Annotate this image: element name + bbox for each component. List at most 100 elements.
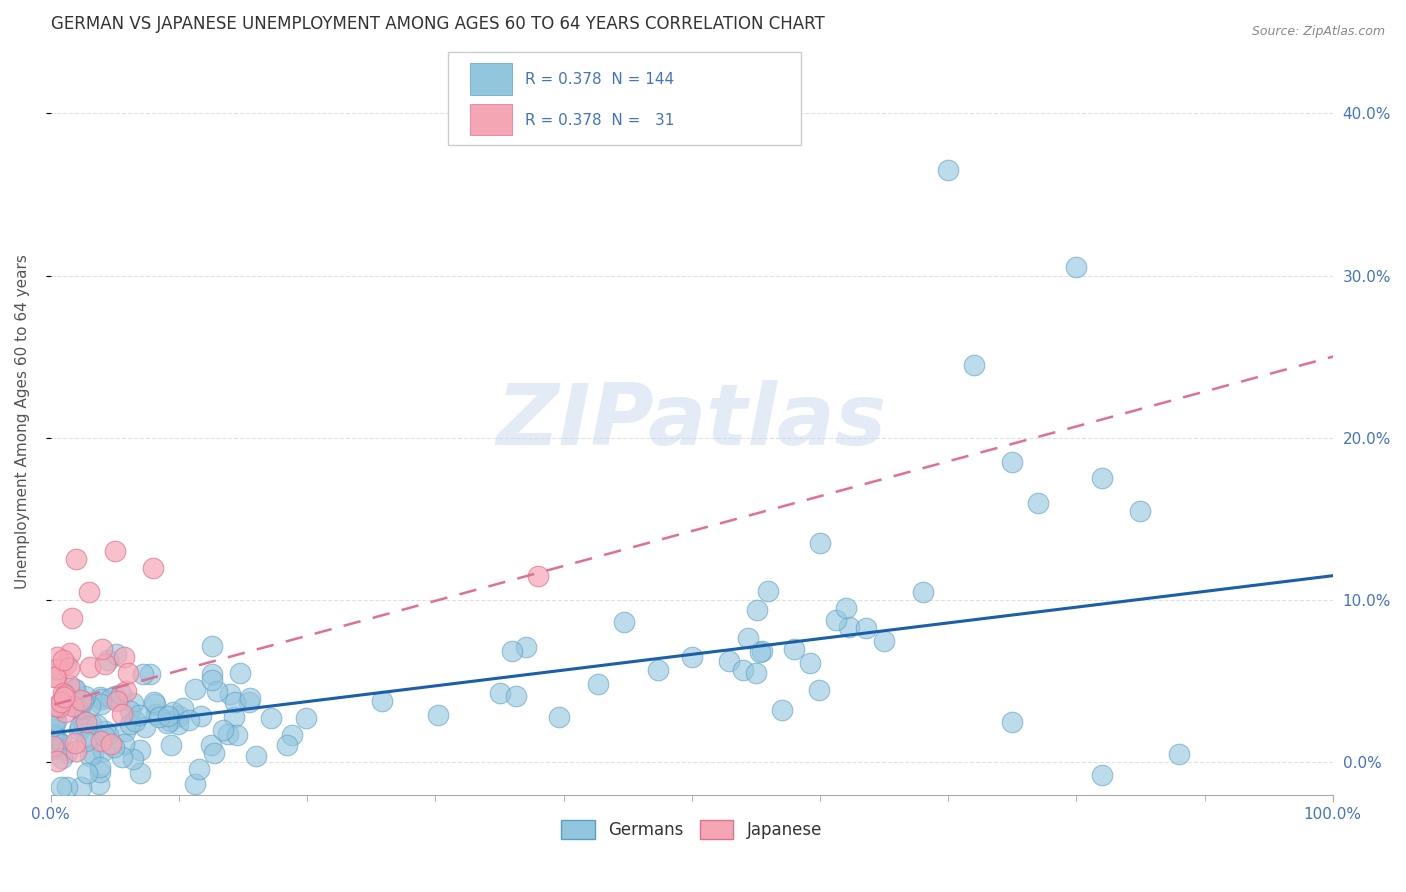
Point [747,603,769,617]
Point [46,662,69,676]
Point [70,780,93,794]
Point [873,633,896,648]
Point [834,601,856,615]
Point [167,708,190,723]
Point [427,708,450,723]
Point [212,723,235,738]
Point [111,706,134,721]
Point [731,663,754,677]
Point [112,737,135,751]
Text: GERMAN VS JAPANESE UNEMPLOYMENT AMONG AGES 60 TO 64 YEARS CORRELATION CHART: GERMAN VS JAPANESE UNEMPLOYMENT AMONG AG… [51,15,824,33]
Point [56,746,79,760]
Point [239,691,262,706]
Point [586,676,609,690]
Point [115,684,138,698]
Text: Source: ZipAtlas.com: Source: ZipAtlas.com [1251,25,1385,38]
Point [681,649,703,664]
Point [62,698,84,713]
Point [52,690,75,705]
Legend: Germans, Japanese: Germans, Japanese [555,814,830,847]
Point [44,713,66,727]
Point [142,560,165,574]
Point [1091,768,1114,782]
Point [124,714,146,728]
Point [613,615,636,629]
Point [799,656,821,670]
Point [58,660,80,674]
Point [80,731,103,745]
Point [245,749,267,764]
FancyBboxPatch shape [470,103,512,135]
Point [219,687,242,701]
Point [1066,260,1088,275]
Point [63,682,86,697]
Point [737,631,759,645]
Point [48,700,70,714]
Point [104,647,127,661]
Point [67,700,90,714]
Point [112,650,135,665]
Point [172,701,194,715]
Point [55,657,77,671]
Point [120,716,142,731]
Point [105,694,128,708]
Point [148,710,170,724]
Point [79,585,101,599]
Point [370,694,392,708]
Point [90,698,112,712]
Point [177,713,200,727]
Point [110,687,132,701]
Point [44,670,66,684]
Point [751,644,773,658]
FancyBboxPatch shape [470,63,512,95]
Point [647,663,669,677]
Point [963,358,986,372]
Point [129,766,152,780]
Point [190,709,212,723]
Point [160,738,183,752]
Point [808,536,831,550]
Point [260,711,283,725]
Point [79,698,101,713]
Point [911,585,934,599]
Point [276,738,298,752]
Point [100,737,122,751]
Point [142,695,165,709]
Point [114,724,136,739]
Point [200,738,222,752]
Point [1129,504,1152,518]
Point [70,693,93,707]
Point [825,613,848,627]
Point [67,723,90,738]
Point [205,684,228,698]
Point [187,762,209,776]
Point [201,673,224,688]
Point [1001,714,1024,729]
Point [184,681,207,696]
Point [117,666,139,681]
Point [122,696,145,710]
Point [718,654,741,668]
Point [82,747,104,762]
Point [59,646,82,660]
Point [80,717,103,731]
Point [217,727,239,741]
Point [91,744,114,758]
Point [79,748,101,763]
Point [94,657,117,671]
Point [69,702,91,716]
Point [51,695,73,709]
Point [229,666,252,681]
Point [166,716,188,731]
Point [1091,471,1114,485]
Point [76,766,98,780]
Point [89,765,111,780]
Point [111,750,134,764]
Point [51,751,73,765]
Point [838,620,860,634]
Point [224,695,246,709]
Point [222,710,245,724]
Point [855,621,877,635]
Point [46,732,69,747]
Text: R = 0.378  N = 144: R = 0.378 N = 144 [526,72,675,87]
